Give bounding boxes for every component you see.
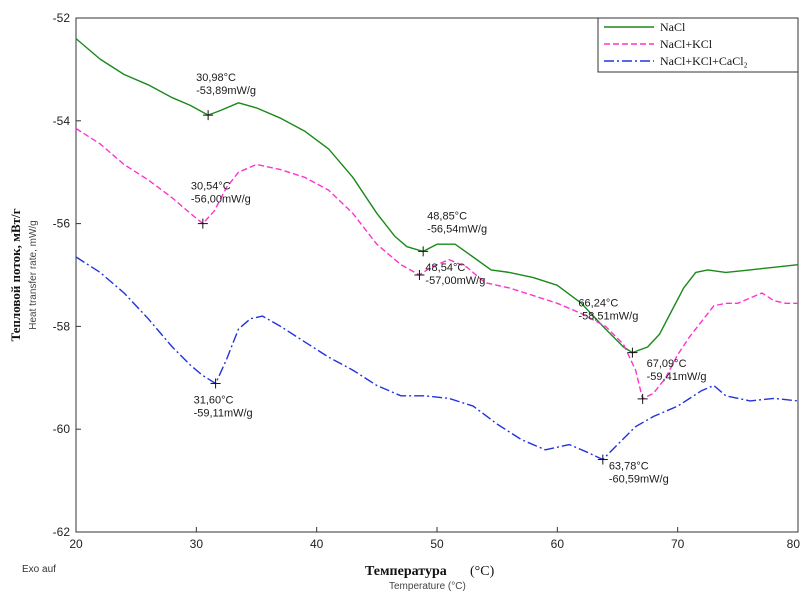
series-line-2 bbox=[75, 127, 798, 400]
x-tick-label: 70 bbox=[671, 537, 685, 551]
x-axis-unit: (°C) bbox=[470, 564, 495, 579]
peak-annotation: 63,78°C-60,59mW/g bbox=[597, 454, 669, 486]
peak-temperature-label: 63,78°C bbox=[609, 461, 649, 473]
corner-note: Exo auf bbox=[22, 564, 56, 575]
legend: NaCl NaCl+KCl NaCl+KCl+CaCl₂ bbox=[597, 17, 799, 73]
peak-value-label: -57,00mW/g bbox=[425, 275, 485, 287]
peak-temperature-label: 30,98°C bbox=[196, 72, 236, 84]
peak-annotation: 30,54°C-56,00mW/g bbox=[191, 181, 251, 229]
peak-value-label: -56,00mW/g bbox=[191, 194, 251, 206]
peak-temperature-label: 66,24°C bbox=[578, 298, 618, 310]
x-tick-label: 20 bbox=[69, 537, 83, 551]
plot-area bbox=[75, 17, 799, 533]
peak-temperature-label: 48,85°C bbox=[427, 210, 467, 222]
peak-annotation: 67,09°C-59,41mW/g bbox=[637, 358, 707, 404]
peak-value-label: -58,51mW/g bbox=[578, 311, 638, 323]
y-axis-sublabel: Heat transfer rate, mW/g bbox=[28, 220, 39, 329]
y-tick-label: -60 bbox=[53, 422, 71, 436]
peak-annotation: 31,60°C-59,11mW/g bbox=[194, 378, 253, 419]
peak-value-label: -59,41mW/g bbox=[647, 371, 707, 383]
y-tick-label: -58 bbox=[53, 319, 71, 333]
legend-label: NaCl bbox=[660, 20, 686, 34]
peak-annotation: 48,85°C-56,54mW/g bbox=[418, 210, 487, 257]
series-layer bbox=[75, 38, 799, 461]
peak-annotation: 30,98°C-53,89mW/g bbox=[196, 72, 256, 121]
legend-label: NaCl+KCl+CaCl₂ bbox=[660, 54, 748, 68]
x-tick-label: 80 bbox=[787, 537, 801, 551]
peak-temperature-label: 67,09°C bbox=[647, 358, 687, 370]
x-tick-label: 40 bbox=[310, 537, 324, 551]
peak-annotation: 66,24°C-58,51mW/g bbox=[578, 298, 638, 358]
x-axis: 20 30 40 50 60 70 80 bbox=[69, 527, 800, 551]
y-tick-label: -54 bbox=[53, 114, 71, 128]
x-axis-label: Температура bbox=[365, 564, 447, 579]
peak-value-label: -53,89mW/g bbox=[196, 85, 256, 97]
y-axis: -52 -54 -56 -58 -60 -62 bbox=[53, 11, 81, 539]
x-tick-label: 60 bbox=[551, 537, 565, 551]
peak-annotation: 48,54°C-57,00mW/g bbox=[414, 262, 485, 287]
peak-value-label: -60,59mW/g bbox=[609, 474, 669, 486]
peak-value-label: -59,11mW/g bbox=[194, 407, 253, 419]
series-line-3 bbox=[75, 256, 799, 461]
y-tick-label: -56 bbox=[53, 217, 71, 231]
x-tick-label: 50 bbox=[430, 537, 444, 551]
x-tick-label: 30 bbox=[190, 537, 204, 551]
peak-value-label: -56,54mW/g bbox=[427, 223, 487, 235]
y-tick-label: -52 bbox=[53, 11, 71, 25]
series-line-1 bbox=[75, 38, 799, 354]
peak-temperature-label: 30,54°C bbox=[191, 181, 231, 193]
annotation-layer: 30,98°C-53,89mW/g 30,54°C-56,00mW/g 31,60°… bbox=[191, 72, 707, 485]
x-axis-sublabel: Temperature (°C) bbox=[389, 581, 466, 592]
y-axis-label: Тепловой поток, мВт/г bbox=[8, 208, 23, 341]
y-tick-label: -62 bbox=[53, 525, 71, 539]
peak-temperature-label: 48,54°C bbox=[425, 262, 465, 274]
legend-label: NaCl+KCl bbox=[660, 37, 713, 51]
peak-temperature-label: 31,60°C bbox=[194, 394, 234, 406]
